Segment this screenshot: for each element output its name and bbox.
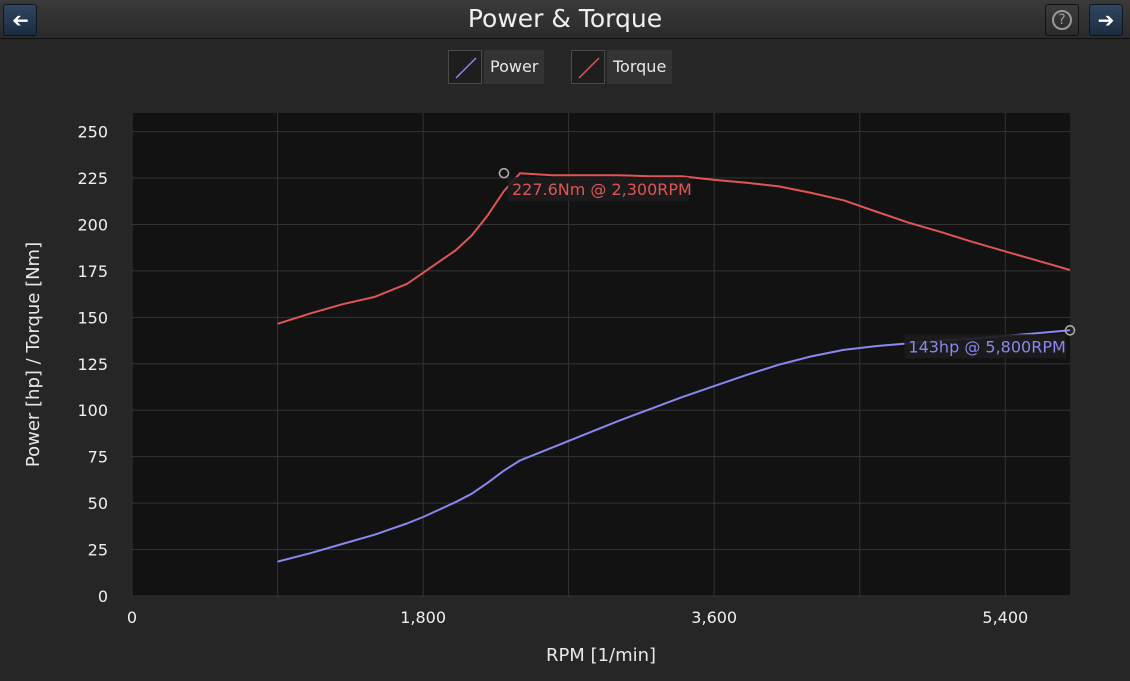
y-axis-label: Power [hp] / Torque [Nm] xyxy=(23,242,44,467)
x-tick-label: 5,400 xyxy=(982,608,1028,627)
peak-label-power: 143hp @ 5,800RPM xyxy=(908,337,1065,356)
y-tick-label: 225 xyxy=(77,169,108,188)
y-tick-label: 150 xyxy=(77,308,108,327)
page-title: Power & Torque xyxy=(467,4,663,33)
legend-label-power: Power xyxy=(484,50,545,84)
x-axis-label: RPM [1/min] xyxy=(546,645,656,666)
x-tick-label: 3,600 xyxy=(691,608,737,627)
legend-label-torque: Torque xyxy=(607,50,673,84)
series-line-torque xyxy=(277,172,1071,325)
question-icon: ? xyxy=(1052,10,1072,30)
y-tick-label: 200 xyxy=(77,215,108,234)
peak-label-bg-power xyxy=(904,334,1066,359)
y-tick-label: 250 xyxy=(77,123,108,142)
title-bar: ➔ Power & Torque ? ➔ xyxy=(0,0,1130,39)
help-button[interactable]: ? xyxy=(1045,4,1079,36)
y-tick-label: 0 xyxy=(98,587,108,606)
x-tick-label: 0 xyxy=(127,608,137,627)
back-button[interactable]: ➔ xyxy=(3,4,37,36)
peak-marker-torque xyxy=(498,167,510,179)
arrow-right-icon: ➔ xyxy=(1097,8,1115,32)
x-tick-label: 1,800 xyxy=(400,608,446,627)
forward-button[interactable]: ➔ xyxy=(1089,4,1123,36)
y-tick-label: 75 xyxy=(88,448,108,467)
legend-swatch-power xyxy=(448,50,482,84)
y-tick-label: 25 xyxy=(88,541,108,560)
peak-marker-power xyxy=(1064,325,1076,336)
peak-label-bg-torque xyxy=(507,177,689,202)
y-tick-label: 100 xyxy=(77,401,108,420)
peak-label-torque: 227.6Nm @ 2,300RPM xyxy=(512,180,692,199)
legend-swatch-torque xyxy=(571,50,605,84)
y-tick-label: 125 xyxy=(77,355,108,374)
y-tick-label: 50 xyxy=(88,494,108,513)
y-tick-label: 175 xyxy=(77,262,108,281)
